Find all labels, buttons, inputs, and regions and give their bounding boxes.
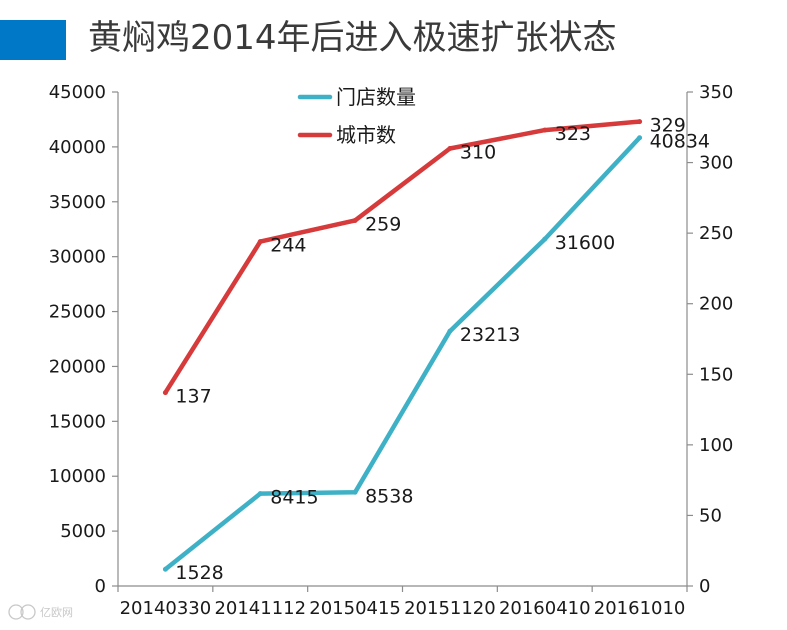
right-tick-label: 50 xyxy=(699,505,722,526)
series-1-point xyxy=(257,239,263,245)
series-1-point xyxy=(637,119,643,125)
series-1-data-label: 244 xyxy=(270,235,306,257)
x-axis: 20140330 20141112 20150415 20151120 20160410… xyxy=(117,585,688,619)
left-tick-label: 25000 xyxy=(49,302,106,323)
left-tick-label: 20000 xyxy=(49,356,106,377)
right-tick-label: 250 xyxy=(699,223,733,244)
left-tick-label: 5000 xyxy=(60,521,106,542)
left-tick-label: 35000 xyxy=(49,192,106,213)
series-0-point xyxy=(352,489,358,495)
series-0-point xyxy=(162,566,168,572)
series-0-point xyxy=(447,328,453,334)
left-tick-label: 10000 xyxy=(49,466,106,487)
right-tick-label: 100 xyxy=(699,435,733,456)
series-0-data-label: 1528 xyxy=(175,562,223,584)
page-title: 黄焖鸡2014年后进入极速扩张状态 xyxy=(88,18,617,58)
series-line-0 xyxy=(163,135,642,572)
series-1-point xyxy=(352,217,358,223)
series-1-data-label: 310 xyxy=(460,141,496,163)
series-0-data-label: 8415 xyxy=(270,487,318,509)
series-0-data-label: 23213 xyxy=(460,324,520,346)
legend-label-0: 门店数量 xyxy=(336,85,416,109)
x-tick-label: 20151120 xyxy=(404,598,496,619)
data-labels-layer: 1528 8415 8538 23213 31600 40834 137 244 259 310 3… xyxy=(175,115,710,585)
series-1-data-label: 259 xyxy=(365,213,401,235)
watermark-text: 亿欧网 xyxy=(40,606,73,619)
left-tick-label: 15000 xyxy=(49,411,106,432)
left-tick-label: 30000 xyxy=(49,247,106,268)
right-tick-label: 150 xyxy=(699,364,733,385)
watermark: 亿欧网 xyxy=(8,604,73,620)
x-tick-label: 20141112 xyxy=(214,598,306,619)
series-1-data-label: 137 xyxy=(175,386,211,408)
series-0-data-label: 40834 xyxy=(650,131,710,153)
eo-logo-icon xyxy=(8,604,36,620)
series-0-point xyxy=(257,491,263,497)
series-layer xyxy=(162,119,643,572)
x-tick-label: 20160410 xyxy=(499,598,591,619)
x-tick-label: 20150415 xyxy=(309,598,401,619)
right-y-axis: 0 50 100 150 200 250 300 350 xyxy=(686,82,733,597)
x-tick-label: 20140330 xyxy=(120,598,212,619)
right-tick-label: 350 xyxy=(699,82,733,103)
x-tick-label: 20161010 xyxy=(594,598,686,619)
series-1-point xyxy=(542,127,548,133)
series-1-data-label: 323 xyxy=(555,123,591,145)
series-1-point xyxy=(447,145,453,151)
series-1-data-label: 329 xyxy=(650,115,686,137)
left-y-axis: 0 5000 10000 15000 20000 25000 30000 35000 40000… xyxy=(49,82,119,597)
series-0-point xyxy=(542,236,548,242)
series-0-point xyxy=(637,135,643,141)
series-0-data-label: 8538 xyxy=(365,485,413,507)
series-1-point xyxy=(162,390,168,396)
title-accent-bar xyxy=(0,20,66,60)
series-line-1 xyxy=(163,119,642,395)
left-tick-label: 0 xyxy=(95,576,106,597)
left-tick-label: 40000 xyxy=(49,137,106,158)
right-tick-label: 200 xyxy=(699,294,733,315)
series-0-data-label: 31600 xyxy=(555,232,615,254)
right-tick-label: 0 xyxy=(699,576,710,597)
legend-label-1: 城市数 xyxy=(336,123,396,147)
left-tick-label: 45000 xyxy=(49,82,106,103)
right-tick-label: 300 xyxy=(699,153,733,174)
